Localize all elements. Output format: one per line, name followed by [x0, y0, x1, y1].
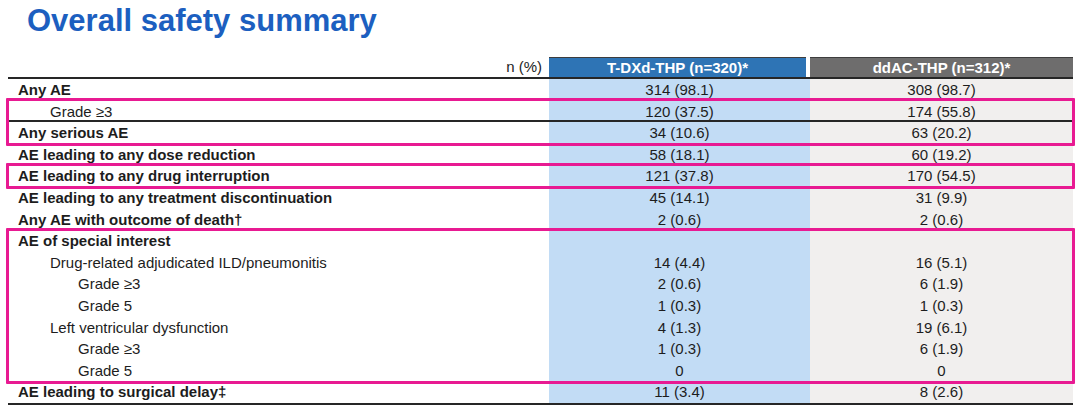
table-row: Any AE314 (98.1)308 (98.7)	[8, 79, 1073, 101]
value-cell-tdxd	[549, 230, 810, 252]
value-cell-tdxd: 34 (10.6)	[549, 122, 810, 144]
value-cell-ddac: 2 (0.6)	[810, 209, 1073, 231]
row-label: Grade 5	[8, 295, 549, 317]
table-row: Grade ≥32 (0.6)6 (1.9)	[8, 273, 1073, 295]
row-label: Any serious AE	[8, 122, 549, 144]
table-row: Left ventricular dysfunction4 (1.3)19 (6…	[8, 317, 1073, 339]
row-label: AE leading to surgical delay‡	[8, 381, 549, 403]
column-header-ddac-thp: ddAC-THP (n=312)*	[810, 57, 1073, 77]
row-label: Any AE with outcome of death†	[8, 209, 549, 231]
table-row: Grade ≥31 (0.3)6 (1.9)	[8, 338, 1073, 360]
value-cell-tdxd: 2 (0.6)	[549, 273, 810, 295]
value-cell-ddac: 6 (1.9)	[810, 338, 1073, 360]
row-label: Grade 5	[8, 360, 549, 382]
value-cell-ddac: 1 (0.3)	[810, 295, 1073, 317]
value-cell-ddac: 60 (19.2)	[810, 144, 1073, 166]
value-cell-ddac: 170 (54.5)	[810, 165, 1073, 187]
value-cell-tdxd: 45 (14.1)	[549, 187, 810, 209]
value-cell-ddac: 0	[810, 360, 1073, 382]
table-row: AE leading to surgical delay‡11 (3.4)8 (…	[8, 381, 1073, 403]
row-label: AE leading to any dose reduction	[8, 144, 549, 166]
table-header-row: n (%) T-DXd-THP (n=320)* ddAC-THP (n=312…	[8, 57, 1073, 79]
table-row: AE leading to any dose reduction58 (18.1…	[8, 144, 1073, 166]
value-cell-ddac: 308 (98.7)	[810, 79, 1073, 101]
corner-label-n-pct: n (%)	[8, 57, 549, 77]
value-cell-tdxd: 1 (0.3)	[549, 295, 810, 317]
row-label: AE of special interest	[8, 230, 549, 252]
table-row: AE of special interest	[8, 230, 1073, 252]
row-label: Grade ≥3	[8, 101, 549, 121]
safety-summary-table: n (%) T-DXd-THP (n=320)* ddAC-THP (n=312…	[8, 57, 1073, 405]
value-cell-tdxd: 120 (37.5)	[549, 101, 810, 121]
table-row: Any AE with outcome of death†2 (0.6)2 (0…	[8, 209, 1073, 231]
row-label: Left ventricular dysfunction	[8, 317, 549, 339]
table-row: AE leading to any drug interruption121 (…	[8, 165, 1073, 187]
slide-title: Overall safety summary	[27, 3, 377, 39]
row-label: Drug-related adjudicated ILD/pneumonitis	[8, 252, 549, 274]
value-cell-tdxd: 14 (4.4)	[549, 252, 810, 274]
value-cell-tdxd: 0	[549, 360, 810, 382]
value-cell-ddac: 8 (2.6)	[810, 381, 1073, 403]
table-row: Grade ≥3120 (37.5)174 (55.8)	[8, 101, 1073, 123]
value-cell-ddac: 31 (9.9)	[810, 187, 1073, 209]
table-row: Any serious AE34 (10.6)63 (20.2)	[8, 122, 1073, 144]
slide: Overall safety summary n (%) T-DXd-THP (…	[0, 0, 1080, 416]
value-cell-tdxd: 1 (0.3)	[549, 338, 810, 360]
value-cell-tdxd: 2 (0.6)	[549, 209, 810, 231]
table-row: AE leading to any treatment discontinuat…	[8, 187, 1073, 209]
value-cell-tdxd: 58 (18.1)	[549, 144, 810, 166]
row-label: AE leading to any drug interruption	[8, 165, 549, 187]
row-label: Grade ≥3	[8, 273, 549, 295]
table-row: Grade 500	[8, 360, 1073, 382]
table-row: Grade 51 (0.3)1 (0.3)	[8, 295, 1073, 317]
column-header-tdxd-thp: T-DXd-THP (n=320)*	[549, 57, 806, 77]
value-cell-tdxd: 121 (37.8)	[549, 165, 810, 187]
row-label: AE leading to any treatment discontinuat…	[8, 187, 549, 209]
row-label: Any AE	[8, 79, 549, 101]
table-row: Drug-related adjudicated ILD/pneumonitis…	[8, 252, 1073, 274]
value-cell-ddac: 6 (1.9)	[810, 273, 1073, 295]
value-cell-ddac: 63 (20.2)	[810, 122, 1073, 144]
value-cell-tdxd: 11 (3.4)	[549, 381, 810, 403]
value-cell-ddac	[810, 230, 1073, 252]
value-cell-ddac: 174 (55.8)	[810, 101, 1073, 121]
value-cell-tdxd: 4 (1.3)	[549, 317, 810, 339]
value-cell-ddac: 19 (6.1)	[810, 317, 1073, 339]
row-label: Grade ≥3	[8, 338, 549, 360]
value-cell-ddac: 16 (5.1)	[810, 252, 1073, 274]
table-body: Any AE314 (98.1)308 (98.7)Grade ≥3120 (3…	[8, 79, 1073, 405]
value-cell-tdxd: 314 (98.1)	[549, 79, 810, 101]
